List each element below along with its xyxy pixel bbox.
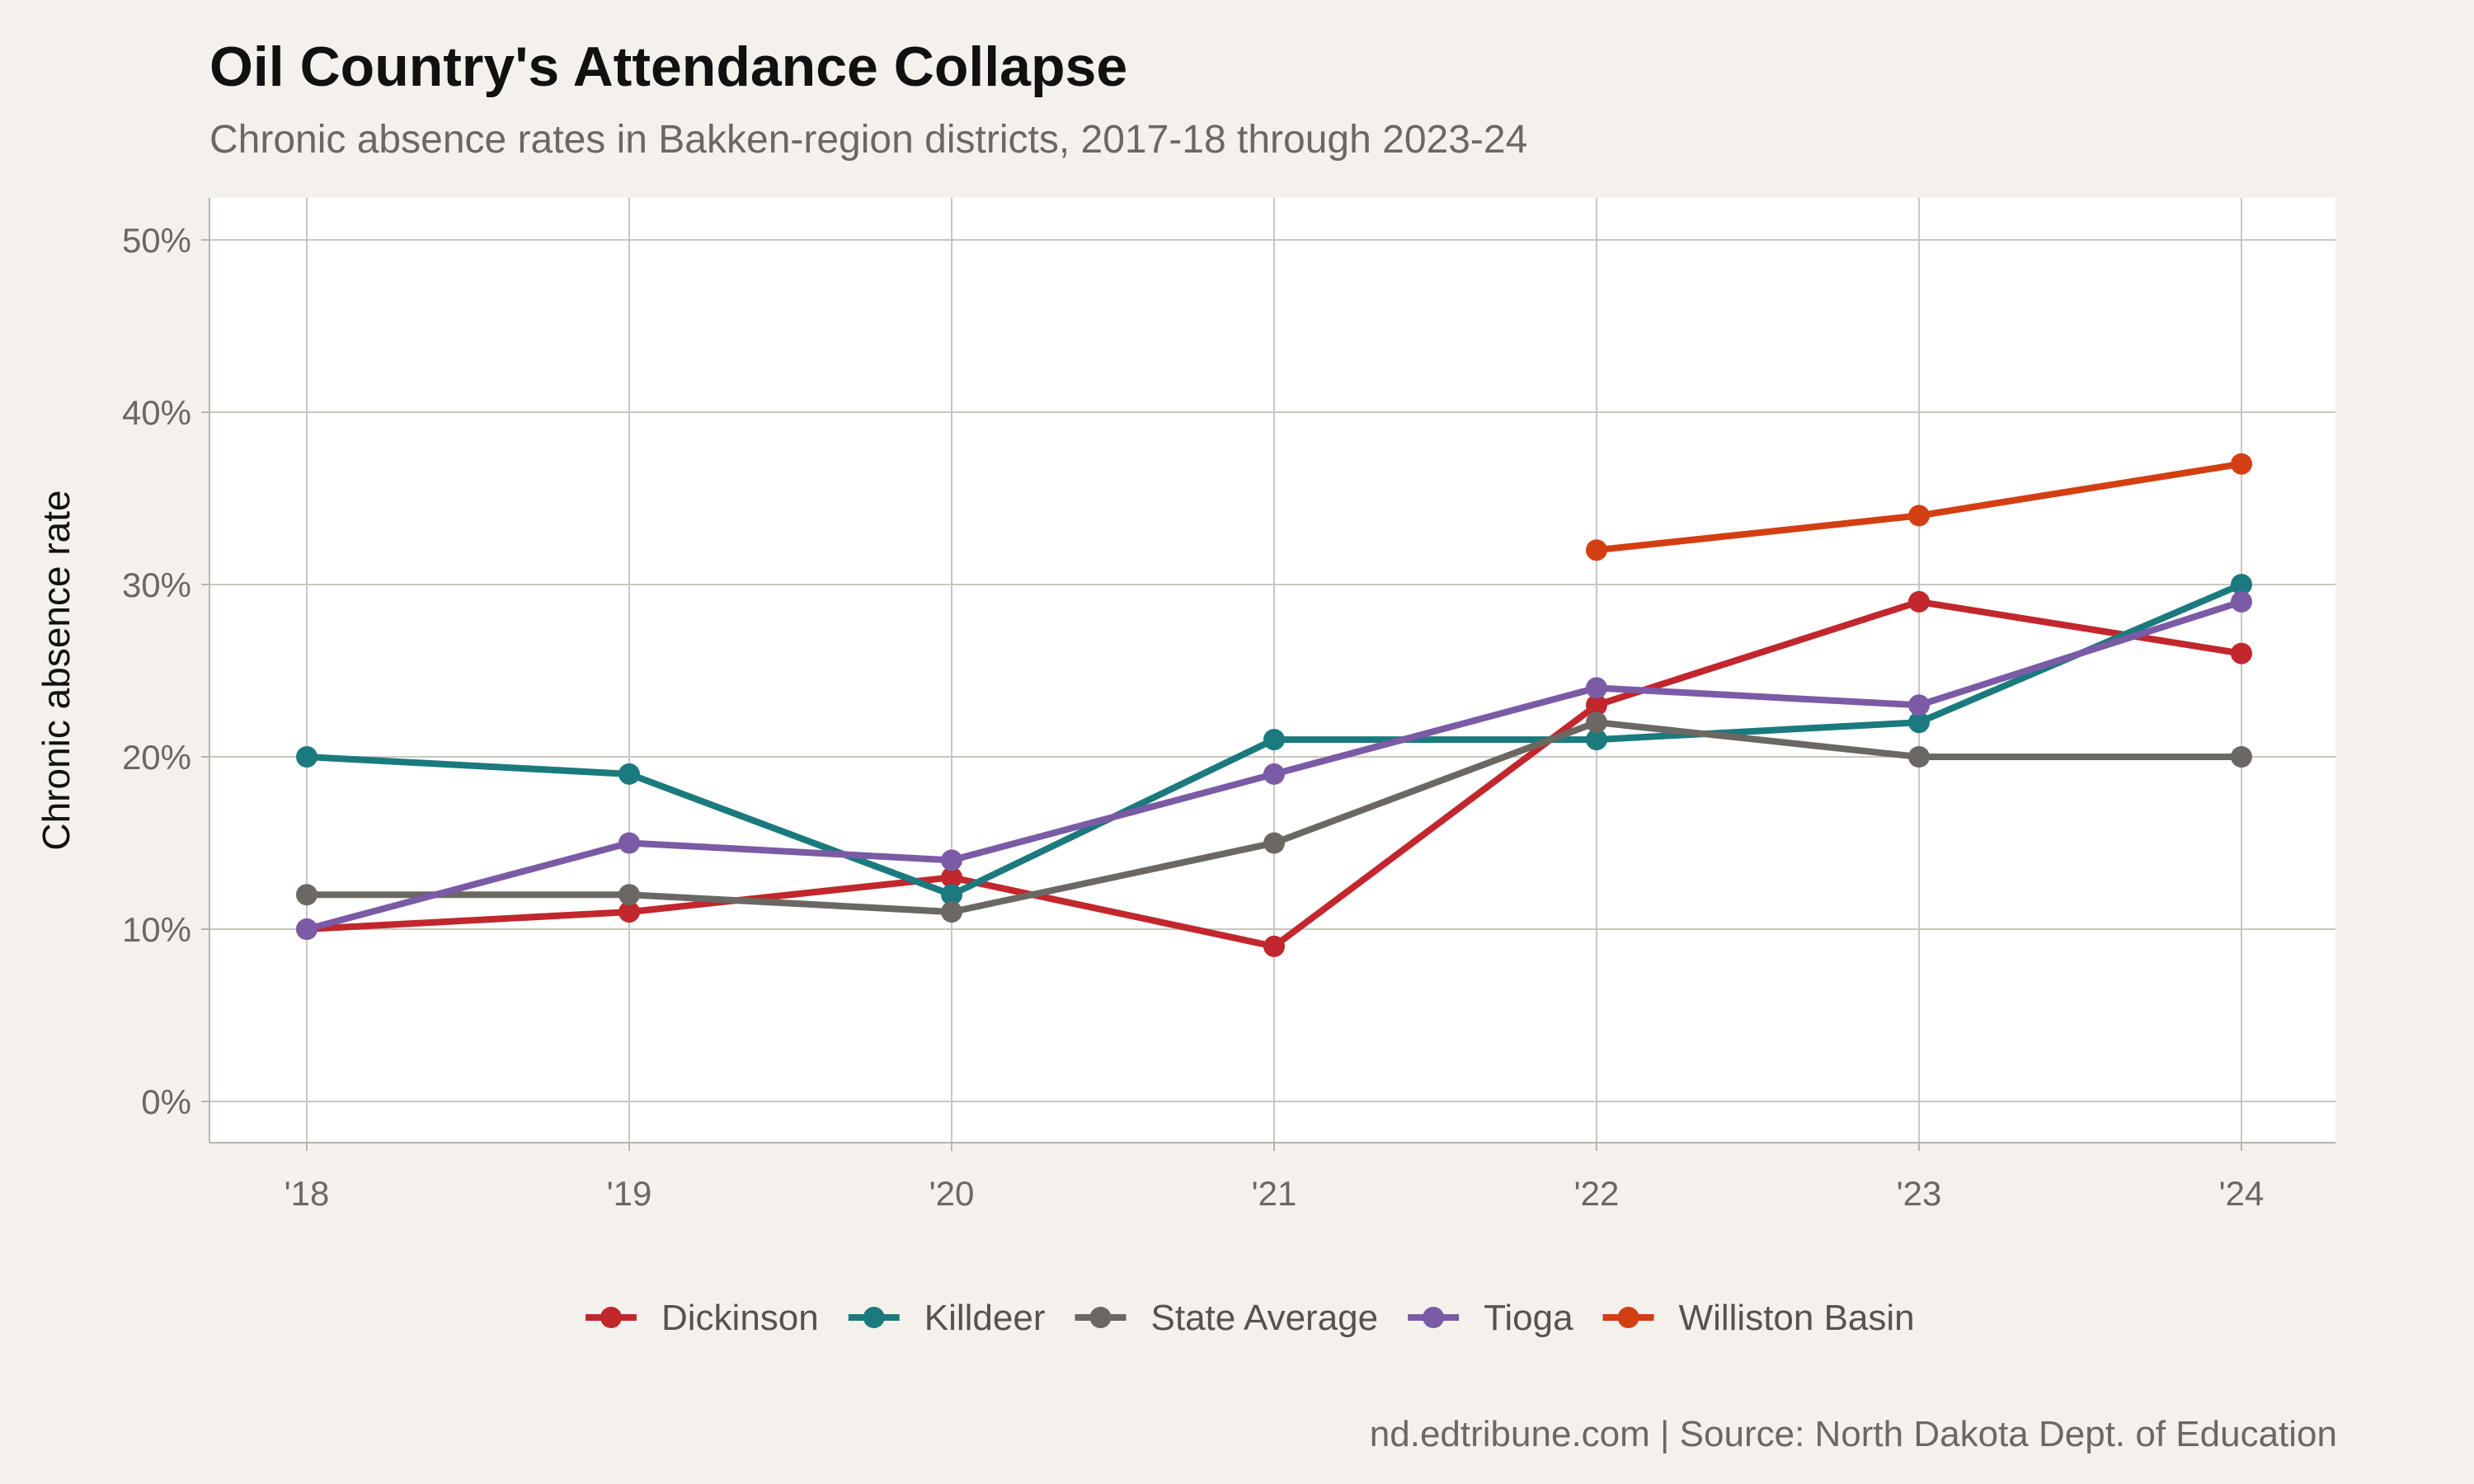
legend-item-tioga: Tioga	[1408, 1298, 1573, 1338]
legend-label: Williston Basin	[1679, 1298, 1915, 1338]
series-killdeer	[296, 574, 2252, 906]
data-point-state-average	[1586, 711, 1607, 734]
source-caption: nd.edtribune.com | Source: North Dakota …	[1369, 1414, 2337, 1454]
legend-item-state-average: State Average	[1075, 1298, 1379, 1338]
y-tick-label: 40%	[122, 393, 191, 432]
data-point-killdeer	[618, 763, 640, 785]
series-group	[296, 453, 2252, 957]
y-tick-label: 10%	[122, 910, 191, 949]
data-point-state-average	[1263, 832, 1285, 854]
x-tick-label: '24	[2219, 1174, 2265, 1213]
legend-key-dot	[1617, 1307, 1639, 1328]
legend: Dickinson Killdeer State Average Tioga Willi…	[586, 1298, 1915, 1338]
legend-label: State Average	[1151, 1298, 1379, 1338]
data-point-williston-basin	[1586, 539, 1607, 561]
legend-key-dot	[1089, 1307, 1112, 1328]
plot-panel	[209, 198, 2335, 1143]
x-tick-labels: '18 '19 '20 '21 '22 '23 '24	[285, 1143, 2265, 1213]
chart-title: Oil Country's Attendance Collapse	[209, 35, 1128, 98]
series-williston-basin	[1586, 453, 2252, 561]
legend-item-killdeer: Killdeer	[848, 1298, 1046, 1338]
data-point-dickinson	[1586, 694, 1607, 716]
data-point-state-average	[2231, 746, 2252, 768]
series-dickinson	[296, 590, 2252, 957]
y-tick-label: 20%	[122, 738, 191, 777]
x-tick-label: '21	[1252, 1174, 1297, 1213]
legend-key-dot	[600, 1307, 622, 1328]
series-tioga	[296, 590, 2252, 940]
legend-item-dickinson: Dickinson	[586, 1298, 819, 1338]
axes	[209, 198, 2335, 1144]
legend-key-dot	[1423, 1307, 1445, 1328]
data-point-tioga	[1586, 677, 1607, 699]
y-tick-label: 0%	[141, 1082, 191, 1121]
data-point-killdeer	[1263, 729, 1285, 751]
y-axis-title: Chronic absence rate	[35, 490, 78, 850]
data-point-dickinson	[618, 901, 640, 923]
data-point-tioga	[618, 832, 640, 854]
legend-item-williston-basin: Williston Basin	[1602, 1298, 1915, 1338]
series-state-average	[296, 711, 2252, 923]
data-point-dickinson	[1908, 590, 1930, 613]
data-point-killdeer	[296, 746, 317, 768]
data-point-tioga	[1908, 694, 1930, 716]
data-point-killdeer	[1908, 711, 1930, 734]
data-point-tioga	[1263, 763, 1285, 785]
x-tick-label: '22	[1574, 1174, 1620, 1213]
legend-label: Killdeer	[924, 1298, 1046, 1338]
data-point-williston-basin	[2231, 453, 2252, 475]
data-point-killdeer	[2231, 574, 2252, 595]
data-point-dickinson	[2231, 642, 2252, 665]
data-point-tioga	[296, 918, 317, 940]
data-point-state-average	[618, 884, 640, 906]
legend-key-dot	[863, 1307, 885, 1328]
y-tick-label: 50%	[122, 221, 191, 260]
data-point-tioga	[2231, 590, 2252, 613]
data-point-tioga	[941, 849, 962, 871]
x-tick-label: '20	[929, 1174, 975, 1213]
x-tick-label: '23	[1897, 1174, 1942, 1213]
data-point-dickinson	[1263, 935, 1285, 957]
x-tick-label: '18	[285, 1174, 330, 1213]
grid-lines	[209, 198, 2335, 1143]
data-point-killdeer	[941, 884, 962, 906]
x-tick-label: '19	[607, 1174, 652, 1213]
chart-subtitle: Chronic absence rates in Bakken-region d…	[209, 118, 1528, 162]
legend-label: Tioga	[1484, 1298, 1573, 1338]
data-point-state-average	[941, 901, 962, 923]
legend-label: Dickinson	[661, 1298, 819, 1338]
data-point-williston-basin	[1908, 505, 1930, 527]
data-point-state-average	[296, 884, 317, 906]
y-tick-label: 30%	[122, 566, 191, 604]
data-point-killdeer	[1586, 729, 1607, 751]
data-point-dickinson	[941, 866, 962, 889]
y-tick-labels: 0% 10% 20% 30% 40% 50%	[122, 221, 209, 1121]
data-point-state-average	[1908, 746, 1930, 768]
